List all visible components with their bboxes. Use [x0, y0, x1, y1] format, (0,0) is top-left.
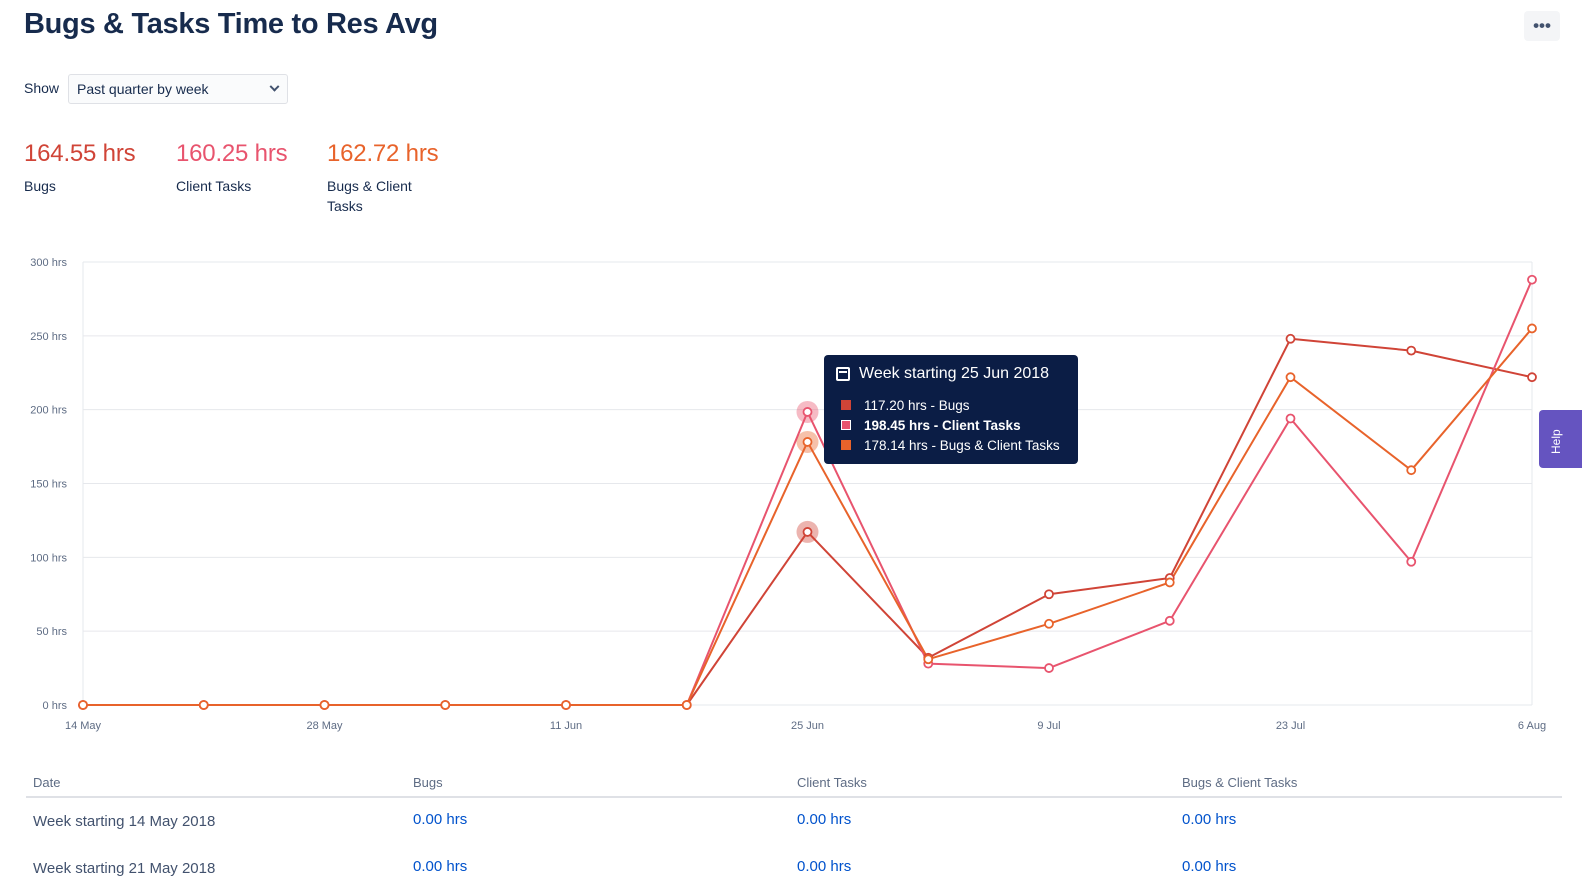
- data-point: [802, 437, 813, 447]
- more-options-button[interactable]: •••: [1524, 11, 1560, 41]
- tooltip-title: Week starting 25 Jun 2018: [859, 365, 1050, 382]
- x-tick-label: 6 Aug: [1518, 720, 1546, 732]
- data-point: [802, 527, 813, 537]
- data-point: [1285, 333, 1296, 344]
- row-both-link[interactable]: 0.00 hrs: [1182, 811, 1237, 828]
- y-tick-label: 100 hrs: [30, 552, 67, 564]
- x-tick-label: 23 Jul: [1276, 720, 1305, 732]
- period-select[interactable]: Past quarter by week: [68, 74, 288, 104]
- summary-value: 162.72 hrs: [327, 140, 439, 167]
- help-tab[interactable]: Help: [1539, 410, 1582, 468]
- summary-value: 164.55 hrs: [24, 140, 136, 167]
- data-point: [1044, 589, 1054, 600]
- summary-value: 160.25 hrs: [176, 140, 288, 167]
- data-point: [78, 700, 88, 710]
- tooltip-row-client-tasks: 198.45 hrs - Client Tasks: [836, 415, 1066, 435]
- data-point: [1285, 372, 1296, 383]
- chevron-down-icon: [269, 81, 280, 92]
- data-table: Date Bugs Client Tasks Bugs & Client Tas…: [26, 766, 1562, 881]
- column-header-bugs[interactable]: Bugs: [413, 775, 443, 790]
- table-row: Week starting 14 May 2018 0.00 hrs 0.00 …: [26, 798, 1562, 845]
- y-tick-label: 150 hrs: [30, 479, 67, 491]
- row-client-tasks-link[interactable]: 0.00 hrs: [797, 858, 852, 875]
- period-select-value: Past quarter by week: [77, 81, 209, 97]
- legend-swatch: [841, 440, 851, 450]
- data-point: [440, 700, 451, 710]
- legend-swatch: [841, 400, 851, 410]
- series-line-2: [83, 327, 1533, 706]
- data-point: [1164, 577, 1175, 588]
- calendar-icon: [836, 367, 850, 381]
- chart-tooltip: Week starting 25 Jun 2018 117.20 hrs - B…: [824, 355, 1078, 464]
- tooltip-row-text: 178.14 hrs - Bugs & Client Tasks: [864, 437, 1060, 453]
- row-date: Week starting 21 May 2018: [33, 860, 216, 877]
- data-point: [1164, 615, 1175, 626]
- data-point: [1527, 323, 1537, 334]
- row-bugs-link[interactable]: 0.00 hrs: [413, 811, 468, 828]
- summary-bugs: 164.55 hrs Bugs: [24, 140, 136, 196]
- x-tick-label: 28 May: [306, 720, 343, 732]
- tooltip-row-bugs: 117.20 hrs - Bugs: [836, 395, 1066, 415]
- tooltip-row-text: 198.45 hrs - Client Tasks: [864, 417, 1021, 433]
- data-point: [1406, 556, 1417, 567]
- y-tick-label: 0 hrs: [43, 700, 68, 712]
- data-point: [1527, 274, 1537, 285]
- show-label: Show: [24, 80, 60, 96]
- table-row: Week starting 21 May 2018 0.00 hrs 0.00 …: [26, 845, 1562, 881]
- table-header: Date Bugs Client Tasks Bugs & Client Tas…: [26, 766, 1562, 798]
- row-both-link[interactable]: 0.00 hrs: [1182, 858, 1237, 875]
- data-point: [1044, 663, 1054, 673]
- x-tick-label: 11 Jun: [550, 720, 582, 732]
- row-date: Week starting 14 May 2018: [33, 813, 216, 830]
- x-tick-label: 25 Jun: [791, 720, 824, 732]
- y-tick-label: 250 hrs: [30, 331, 67, 343]
- series-line-1: [83, 279, 1533, 706]
- data-point: [1406, 465, 1417, 476]
- tooltip-row-text: 117.20 hrs - Bugs: [864, 397, 970, 413]
- data-point: [1044, 618, 1054, 629]
- data-point: [198, 700, 209, 710]
- row-client-tasks-link[interactable]: 0.00 hrs: [797, 811, 852, 828]
- data-point: [923, 654, 934, 665]
- time-to-resolution-chart[interactable]: 0 hrs 50 hrs 100 hrs 150 hrs 200 hrs 250 hrs 3…: [0, 240, 1582, 740]
- data-point: [681, 700, 692, 710]
- column-header-date[interactable]: Date: [33, 775, 61, 790]
- data-point: [319, 700, 330, 710]
- summary-label: Bugs: [24, 178, 56, 194]
- page-title: Bugs & Tasks Time to Res Avg: [24, 8, 438, 40]
- summary-label: Client Tasks: [176, 178, 252, 194]
- tooltip-row-bugs-and-client-tasks: 178.14 hrs - Bugs & Client Tasks: [836, 435, 1066, 455]
- y-tick-label: 300 hrs: [30, 257, 67, 269]
- x-tick-label: 9 Jul: [1037, 720, 1060, 732]
- summary-bugs-and-client-tasks: 162.72 hrs Bugs & Client Tasks: [327, 140, 439, 216]
- summary-client-tasks: 160.25 hrs Client Tasks: [176, 140, 288, 196]
- column-header-bugs-and-client-tasks[interactable]: Bugs & Client Tasks: [1182, 775, 1298, 790]
- data-point: [1406, 345, 1417, 356]
- data-point: [561, 700, 571, 710]
- help-tab-label: Help: [1549, 429, 1563, 454]
- column-header-client-tasks[interactable]: Client Tasks: [797, 775, 867, 790]
- chart-canvas[interactable]: 0 hrs 50 hrs 100 hrs 150 hrs 200 hrs 250 hrs 3…: [0, 240, 1582, 740]
- summary-label: Bugs & Client Tasks: [327, 178, 412, 214]
- data-point: [1285, 413, 1296, 424]
- row-bugs-link[interactable]: 0.00 hrs: [413, 858, 468, 875]
- data-point: [1527, 372, 1537, 383]
- x-tick-label: 14 May: [65, 720, 102, 732]
- y-tick-label: 200 hrs: [30, 405, 67, 417]
- y-tick-label: 50 hrs: [36, 626, 67, 638]
- data-point: [802, 407, 813, 417]
- legend-swatch: [841, 420, 851, 430]
